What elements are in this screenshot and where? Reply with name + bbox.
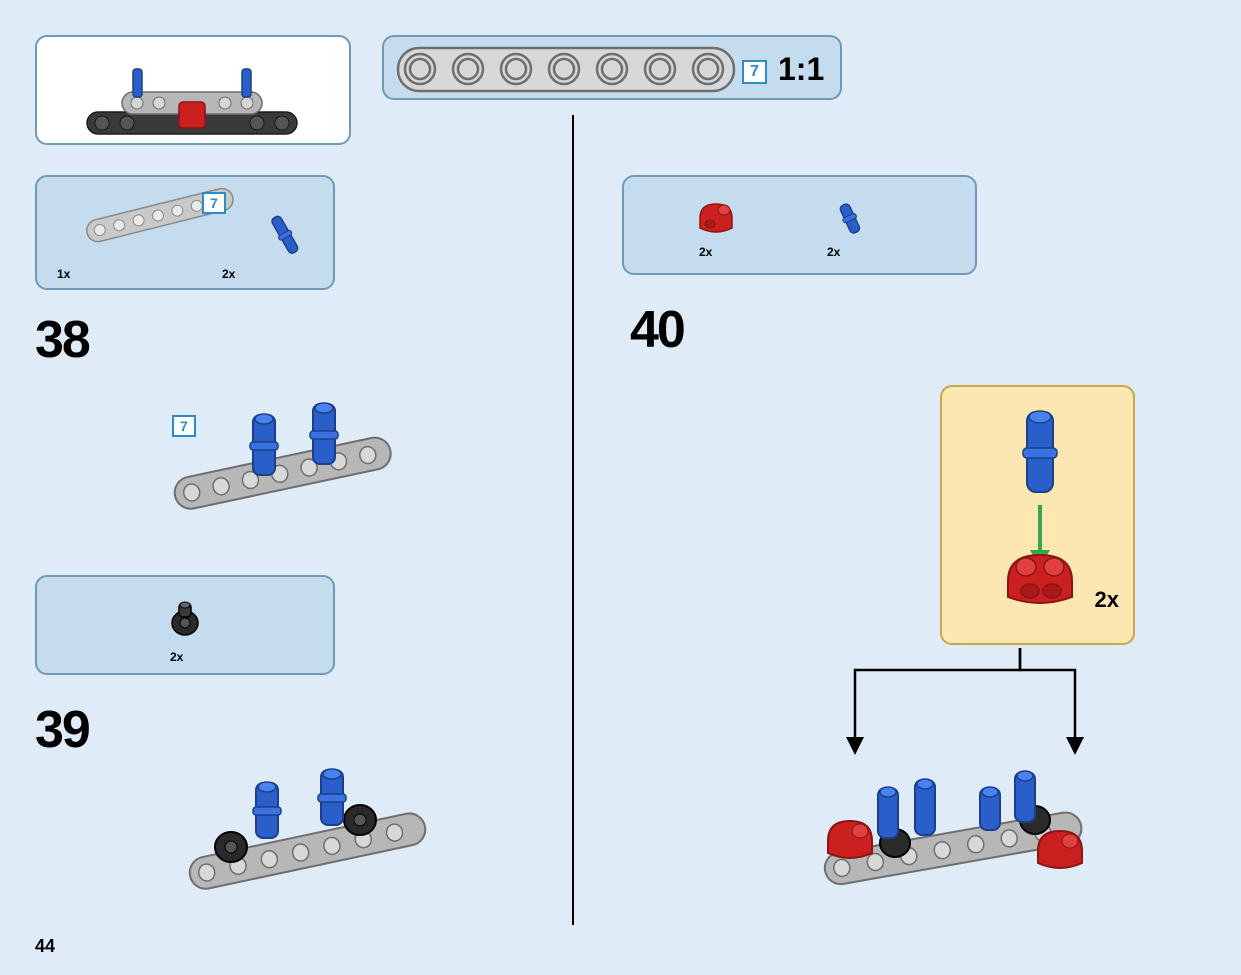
parts-40-qty-pin: 2x (827, 245, 840, 259)
preview-assembly-icon (37, 37, 353, 147)
instruction-page: 7 1:1 7 1x 2x 38 (0, 0, 1241, 975)
parts-panel-39: 2x (35, 575, 335, 675)
step-number-39: 39 (35, 700, 89, 760)
parts-39-icon (37, 577, 337, 677)
parts-40-icon (624, 177, 979, 277)
parts-39-qty: 2x (170, 650, 183, 664)
assembly-38-size-tag: 7 (172, 415, 196, 437)
parts-40-qty-red: 2x (699, 245, 712, 259)
step-number-38: 38 (35, 310, 89, 370)
parts-panel-40: 2x 2x (622, 175, 977, 275)
parts-38-qty-pin: 2x (222, 267, 235, 281)
scale-beam-icon (384, 37, 844, 102)
callout-40-qty: 2x (1095, 587, 1119, 613)
assembly-40-icon (790, 750, 1150, 930)
step-number-40: 40 (630, 300, 684, 360)
assembly-39-icon (155, 760, 485, 940)
parts-panel-38: 7 1x 2x (35, 175, 335, 290)
parts-38-size-tag: 7 (202, 192, 226, 214)
parts-38-qty-beam: 1x (57, 267, 70, 281)
preview-panel (35, 35, 351, 145)
callout-panel-40: 2x (940, 385, 1135, 645)
scale-ratio: 1:1 (778, 51, 824, 88)
scale-panel: 7 1:1 (382, 35, 842, 100)
scale-size-tag: 7 (742, 60, 767, 84)
step-divider (572, 115, 574, 925)
parts-38-icon (37, 177, 337, 292)
assembly-38-icon (140, 380, 440, 580)
page-number: 44 (35, 936, 55, 957)
